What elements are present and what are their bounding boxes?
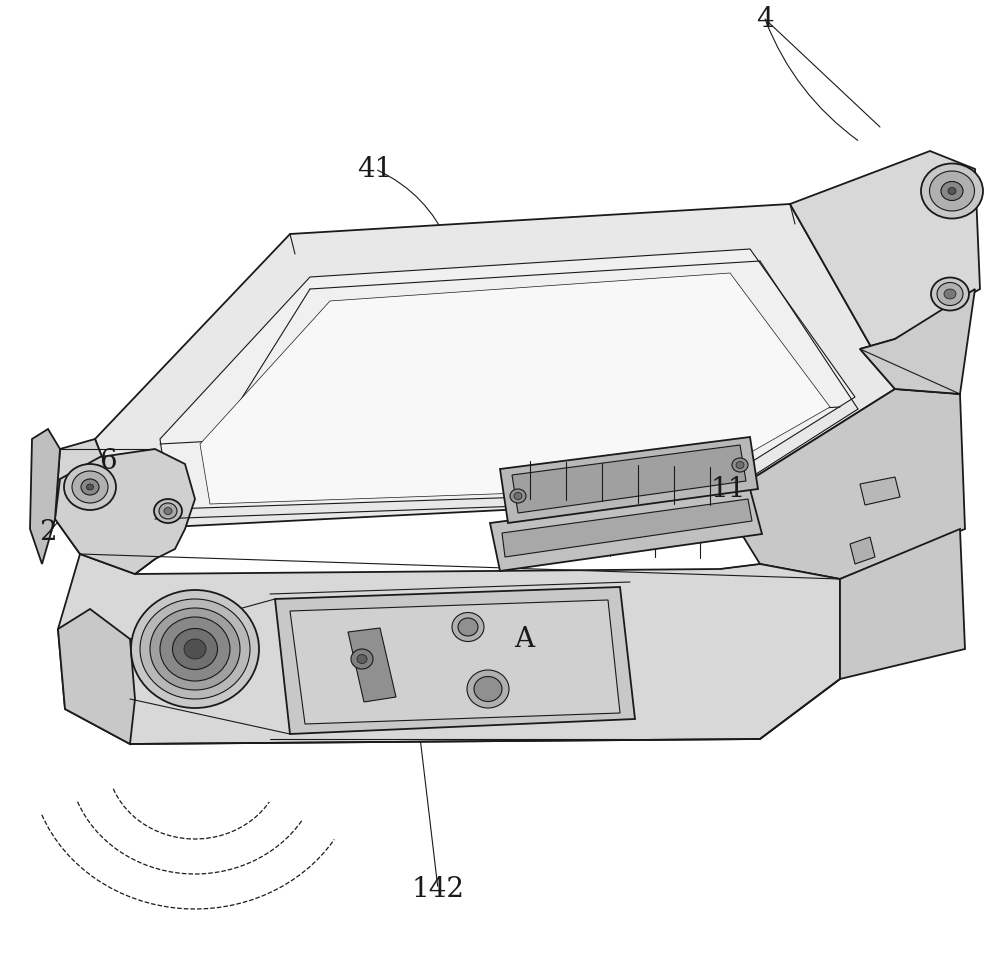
Polygon shape bbox=[790, 151, 980, 390]
Ellipse shape bbox=[81, 480, 99, 495]
Ellipse shape bbox=[941, 183, 963, 201]
FancyArrowPatch shape bbox=[110, 380, 169, 460]
Polygon shape bbox=[200, 274, 830, 504]
FancyArrowPatch shape bbox=[378, 171, 449, 245]
Ellipse shape bbox=[64, 464, 116, 510]
Ellipse shape bbox=[131, 590, 259, 708]
Polygon shape bbox=[502, 499, 752, 558]
Text: 142: 142 bbox=[412, 875, 465, 903]
Ellipse shape bbox=[154, 499, 182, 524]
Polygon shape bbox=[30, 430, 60, 565]
Ellipse shape bbox=[87, 485, 94, 490]
FancyArrowPatch shape bbox=[420, 740, 438, 886]
Text: 11: 11 bbox=[710, 476, 746, 503]
Ellipse shape bbox=[921, 164, 983, 219]
FancyArrowPatch shape bbox=[766, 22, 858, 142]
Polygon shape bbox=[500, 438, 758, 524]
Ellipse shape bbox=[931, 278, 969, 312]
Ellipse shape bbox=[72, 472, 108, 503]
Ellipse shape bbox=[736, 462, 744, 469]
Polygon shape bbox=[290, 601, 620, 724]
Polygon shape bbox=[720, 390, 965, 579]
Ellipse shape bbox=[937, 283, 963, 306]
Ellipse shape bbox=[944, 290, 956, 300]
Text: 2: 2 bbox=[39, 519, 57, 546]
Ellipse shape bbox=[732, 458, 748, 473]
Polygon shape bbox=[840, 530, 965, 679]
FancyArrowPatch shape bbox=[491, 579, 523, 637]
Ellipse shape bbox=[160, 617, 230, 681]
Ellipse shape bbox=[452, 613, 484, 642]
Ellipse shape bbox=[514, 493, 522, 500]
Polygon shape bbox=[490, 489, 762, 572]
Ellipse shape bbox=[948, 189, 956, 195]
Ellipse shape bbox=[467, 670, 509, 708]
Polygon shape bbox=[55, 449, 195, 574]
Text: 4: 4 bbox=[756, 7, 774, 33]
Ellipse shape bbox=[159, 503, 177, 520]
Ellipse shape bbox=[930, 172, 974, 212]
Polygon shape bbox=[850, 537, 875, 565]
Polygon shape bbox=[95, 205, 895, 530]
Ellipse shape bbox=[173, 629, 218, 670]
Ellipse shape bbox=[351, 650, 373, 669]
Ellipse shape bbox=[474, 677, 502, 701]
FancyArrowPatch shape bbox=[50, 450, 90, 531]
FancyArrowPatch shape bbox=[731, 420, 809, 488]
Text: 41: 41 bbox=[357, 156, 393, 184]
Ellipse shape bbox=[357, 655, 367, 663]
Text: A: A bbox=[514, 626, 534, 653]
Polygon shape bbox=[860, 478, 900, 505]
Ellipse shape bbox=[184, 639, 206, 659]
Ellipse shape bbox=[510, 489, 526, 503]
Polygon shape bbox=[348, 628, 396, 702]
Text: 6: 6 bbox=[99, 448, 117, 475]
Polygon shape bbox=[58, 610, 135, 744]
Ellipse shape bbox=[164, 508, 172, 515]
Polygon shape bbox=[512, 446, 746, 514]
Ellipse shape bbox=[140, 599, 250, 700]
Polygon shape bbox=[58, 554, 840, 744]
Polygon shape bbox=[55, 440, 155, 574]
Ellipse shape bbox=[458, 618, 478, 636]
Ellipse shape bbox=[150, 609, 240, 691]
Polygon shape bbox=[860, 290, 975, 395]
Polygon shape bbox=[160, 250, 855, 509]
Polygon shape bbox=[275, 587, 635, 735]
